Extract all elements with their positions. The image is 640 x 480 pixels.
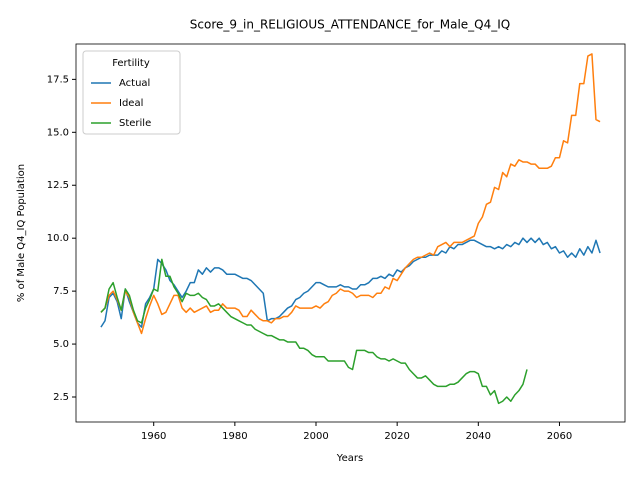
legend-label: Sterile xyxy=(119,118,151,129)
y-tick-label: 2.5 xyxy=(53,392,69,403)
x-tick-label: 2040 xyxy=(466,431,491,442)
y-tick-label: 10.0 xyxy=(47,233,69,244)
y-tick-label: 17.5 xyxy=(47,74,69,85)
y-tick-label: 12.5 xyxy=(47,180,69,191)
legend-box xyxy=(82,50,181,135)
x-axis-label: Years xyxy=(336,453,363,464)
chart-title: Score_9_in_RELIGIOUS_ATTENDANCE_for_Male… xyxy=(190,18,510,32)
y-tick-label: 7.5 xyxy=(53,286,69,297)
legend-label: Ideal xyxy=(119,98,143,109)
line-series xyxy=(100,237,601,328)
x-tick-label: 1980 xyxy=(222,431,247,442)
legend-title: Fertility xyxy=(112,58,150,69)
y-axis-label: % of Male Q4_IQ Population xyxy=(16,164,27,302)
x-tick-label: 2020 xyxy=(384,431,409,442)
plot-frame xyxy=(75,43,626,423)
x-tick-label: 2000 xyxy=(303,431,328,442)
line-series xyxy=(100,258,528,405)
x-tick-label: 1960 xyxy=(141,431,166,442)
x-tick-label: 2060 xyxy=(547,431,572,442)
y-tick-label: 5.0 xyxy=(53,339,69,350)
legend-label: Actual xyxy=(119,78,150,89)
y-tick-label: 15.0 xyxy=(47,127,69,138)
line-series xyxy=(100,53,601,335)
